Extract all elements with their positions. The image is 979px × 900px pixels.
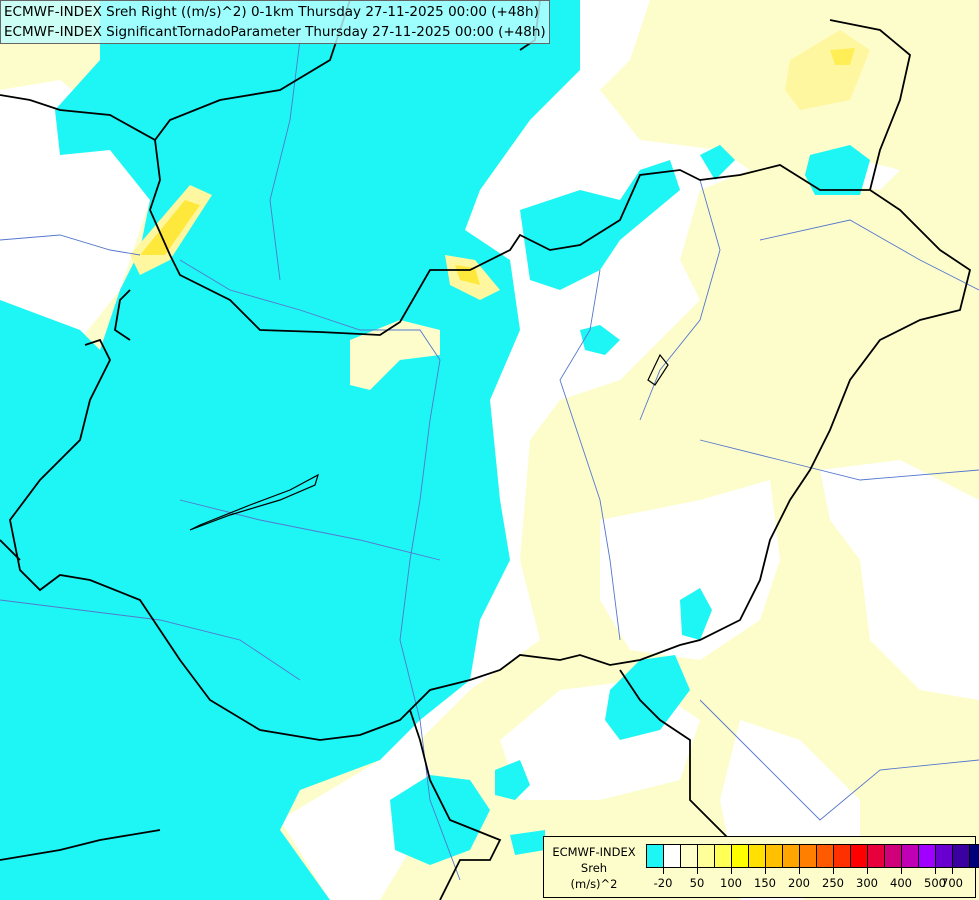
legend-swatch [766, 845, 783, 867]
legend-swatch [936, 845, 953, 867]
rivers [0, 39, 979, 881]
legend-tick [935, 868, 936, 874]
legend-tick [697, 868, 698, 874]
legend-swatch [715, 845, 732, 867]
legend-swatch [681, 845, 698, 867]
legend-tick-label: 100 [720, 876, 742, 890]
legend-tick-label: 400 [890, 876, 912, 890]
legend-swatch [749, 845, 766, 867]
legend-unit: (m/s)^2 [570, 877, 618, 891]
legend-tick-label: 300 [856, 876, 878, 890]
title-line-1: ECMWF-INDEX Sreh Right ((m/s)^2) 0-1km T… [4, 4, 539, 20]
legend-tick-label: 200 [788, 876, 810, 890]
yellow-spots [130, 30, 870, 390]
map-title: ECMWF-INDEX Sreh Right ((m/s)^2) 0-1km T… [0, 0, 550, 44]
legend-tick [731, 868, 732, 874]
legend-tick [663, 868, 664, 874]
legend-parameter: Sreh [580, 861, 608, 875]
legend-tick [901, 868, 902, 874]
legend-tick [867, 868, 868, 874]
legend-tick-label: -20 [653, 876, 673, 890]
legend-tick-label: 50 [689, 876, 705, 890]
legend-tick [765, 868, 766, 874]
legend-tick [833, 868, 834, 874]
cyan-areas [0, 0, 870, 900]
title-line-2: ECMWF-INDEX SignificantTornadoParameter … [4, 24, 546, 40]
legend-swatch [834, 845, 851, 867]
legend-swatch [817, 845, 834, 867]
legend-swatches [646, 844, 979, 868]
legend-swatch [885, 845, 902, 867]
legend-tick-label: 150 [754, 876, 776, 890]
legend-swatch [647, 845, 664, 867]
legend-swatch [783, 845, 800, 867]
legend-swatch [698, 845, 715, 867]
color-legend: ECMWF-INDEX Sreh (m/s)^2 -20 50 100 150 200 2… [543, 836, 979, 898]
legend-tick-label: 250 [822, 876, 844, 890]
legend-source: ECMWF-INDEX [552, 845, 636, 859]
legend-swatch [902, 845, 919, 867]
legend-swatch [970, 845, 979, 867]
legend-swatch [800, 845, 817, 867]
legend-swatch [953, 845, 970, 867]
legend-tick [799, 868, 800, 874]
legend-swatch [868, 845, 885, 867]
legend-swatch [851, 845, 868, 867]
legend-swatch [919, 845, 936, 867]
legend-tick [952, 868, 953, 874]
legend-swatch [664, 845, 681, 867]
legend-swatch [732, 845, 749, 867]
legend-tick-label: 700 [941, 876, 963, 890]
legend-tick-label: 500 [924, 876, 946, 890]
